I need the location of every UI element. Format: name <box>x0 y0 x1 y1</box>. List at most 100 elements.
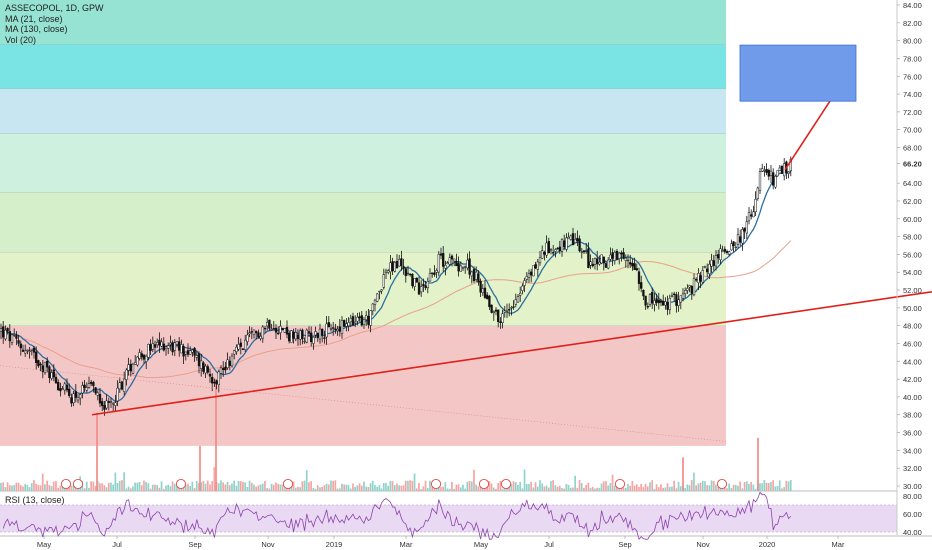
candle-body <box>136 356 139 366</box>
volume-bar <box>547 487 550 491</box>
volume-bar <box>162 488 165 491</box>
rsi-band <box>0 505 897 532</box>
price-tick-label: 40.00 <box>903 393 922 402</box>
candle-body <box>585 250 588 252</box>
volume-bar <box>446 488 449 491</box>
volume-bar <box>444 482 447 491</box>
earnings-marker[interactable] <box>478 478 490 490</box>
candle-body <box>404 268 407 276</box>
candle-body <box>303 340 306 343</box>
volume-bar <box>244 482 246 491</box>
volume-bar <box>402 485 405 491</box>
candle-body <box>776 170 779 177</box>
candle-body <box>107 401 110 403</box>
candle-body <box>618 252 621 259</box>
volume-bar <box>752 484 755 491</box>
candle-body <box>576 237 579 242</box>
volume-bar <box>332 480 334 491</box>
price-tick-label: 62.00 <box>903 197 922 206</box>
candle-body <box>134 362 137 365</box>
candle-body <box>72 393 75 403</box>
volume-bar <box>453 488 455 491</box>
earnings-marker[interactable] <box>72 478 84 490</box>
legend-ma21: MA (21, close) <box>5 13 63 24</box>
candle-body <box>721 250 724 252</box>
price-tick-label: 60.00 <box>903 215 922 224</box>
volume-bar <box>662 487 664 491</box>
volume-bar <box>673 480 675 491</box>
candle-body <box>149 344 152 351</box>
candle-body <box>105 400 108 409</box>
volume-bar <box>231 483 233 491</box>
earnings-marker[interactable] <box>175 478 187 490</box>
candle-body <box>492 311 495 314</box>
candle-body <box>501 313 504 323</box>
candle-body <box>343 320 346 327</box>
volume-bar <box>717 487 719 491</box>
volume-bar <box>297 486 299 491</box>
fib-zone <box>0 252 726 326</box>
candle-body <box>411 274 414 287</box>
candle-body <box>310 332 313 343</box>
candle-body <box>560 239 564 252</box>
volume-bar <box>143 480 145 491</box>
candle-body <box>39 363 42 366</box>
volume-bar <box>101 483 103 491</box>
volume-bar <box>391 481 394 491</box>
fib-zone <box>0 133 726 193</box>
volume-bar <box>734 484 737 491</box>
price-tick-label: 84.00 <box>903 1 922 10</box>
volume-bar <box>204 483 207 491</box>
earnings-marker[interactable] <box>282 478 294 490</box>
candle-body <box>76 397 80 401</box>
price-tick-label: 78.00 <box>903 54 922 63</box>
candle-body <box>512 306 515 308</box>
candle-body <box>552 252 555 254</box>
volume-bar <box>228 485 231 491</box>
chart-legend: ASSECOPOL, 1D, GPW MA (21, close) MA (13… <box>5 3 104 45</box>
volume-bar <box>255 486 257 491</box>
volume-bar <box>495 488 497 491</box>
volume-bar <box>83 488 86 491</box>
volume-bar <box>644 483 647 491</box>
volume-bar <box>748 483 750 491</box>
volume-bar <box>158 487 161 491</box>
earnings-marker[interactable] <box>716 478 728 490</box>
volume-bar <box>497 483 499 491</box>
price-tick-label: 42.00 <box>903 375 922 384</box>
candle-body <box>376 293 379 302</box>
volume-bar <box>365 486 367 491</box>
volume-bar <box>583 487 585 491</box>
volume-bar <box>517 485 519 491</box>
candle-body <box>442 253 445 267</box>
candle-body <box>195 355 198 358</box>
volume-bar <box>305 470 308 491</box>
volume-bar <box>314 488 317 491</box>
candle-body <box>224 366 227 371</box>
candle-body <box>536 261 539 270</box>
volume-bar <box>473 469 475 491</box>
volume-bar <box>479 485 482 491</box>
volume-bar <box>261 483 264 491</box>
earnings-marker[interactable] <box>430 478 442 490</box>
candle-body <box>402 266 405 269</box>
earnings-marker[interactable] <box>500 478 512 490</box>
earnings-marker[interactable] <box>60 478 72 490</box>
candle-body <box>543 251 546 255</box>
volume-bar <box>321 486 323 491</box>
earnings-marker[interactable] <box>614 478 626 490</box>
volume-bar <box>728 483 730 491</box>
candle-body <box>578 238 581 252</box>
volume-bar <box>418 482 420 491</box>
candle-body <box>477 273 480 283</box>
volume-bar <box>59 485 62 491</box>
volume-bar <box>382 482 385 491</box>
volume-bar <box>316 485 319 491</box>
volume-spike <box>757 437 759 491</box>
candle-body <box>611 252 614 259</box>
volume-bar <box>695 485 697 491</box>
candle-body <box>235 346 238 352</box>
volume-bar <box>301 481 304 491</box>
volume-bar <box>600 483 603 491</box>
